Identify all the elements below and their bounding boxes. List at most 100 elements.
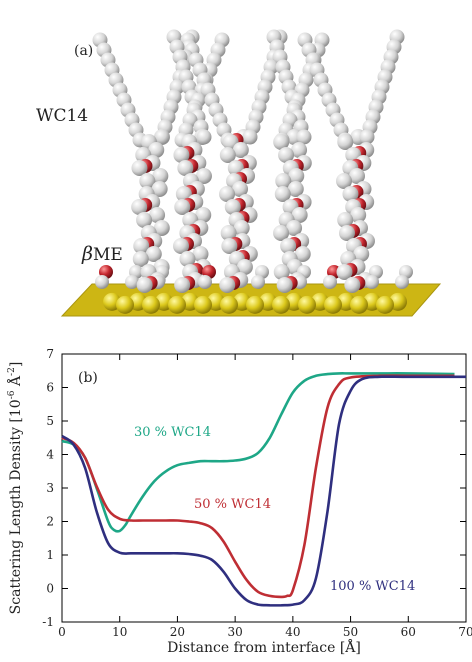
y-tick-label: -1 xyxy=(42,615,54,629)
carbon-atom xyxy=(177,160,194,176)
carbon-atom xyxy=(274,186,291,202)
carbon-atom xyxy=(294,246,311,262)
carbon-atom xyxy=(196,129,212,145)
carbon-atom xyxy=(173,147,190,163)
x-tick-label: 0 xyxy=(58,625,66,639)
y-axis-label-main: Scattering Length Density [10 xyxy=(8,399,24,614)
x-tick-label: 40 xyxy=(285,625,300,639)
carbon-atom xyxy=(219,186,236,202)
carbon-atom xyxy=(175,186,192,202)
carbon-atom xyxy=(149,207,166,223)
y-tick-label: 7 xyxy=(46,347,54,361)
y-axis-label: Scattering Length Density [10-6 Å-2] xyxy=(6,362,24,615)
carbon-atom xyxy=(236,259,253,275)
me-text: ME xyxy=(93,245,123,265)
sulfur-atom xyxy=(376,295,394,314)
beta-symbol: β xyxy=(81,243,93,265)
carbon-atom xyxy=(125,275,139,289)
y-axis-label-close: ] xyxy=(8,362,24,367)
sulfur-atom xyxy=(272,295,290,314)
carbon-atom xyxy=(154,129,170,145)
carbon-atom xyxy=(273,225,290,241)
carbon-atom xyxy=(132,251,149,267)
carbon-atom xyxy=(174,199,191,215)
carbon-atom xyxy=(153,220,170,236)
carbon-atom xyxy=(232,181,249,197)
carbon-atom xyxy=(296,129,312,145)
sulfur-atom xyxy=(324,295,342,314)
carbon-atom xyxy=(291,207,308,223)
y-axis-label-exp: -6 xyxy=(7,390,17,399)
carbon-atom xyxy=(133,238,150,254)
carbon-atom xyxy=(174,277,191,293)
carbon-atom xyxy=(233,220,250,236)
sld-chart-panel: 0 10 20 30 40 50 60 70 -1 0 1 2 3 4 5 6 7 (b) 30 % WC14 … xyxy=(0,330,472,658)
carbon-atom xyxy=(95,275,109,289)
carbon-atom xyxy=(195,168,212,184)
carbon-atom xyxy=(131,160,148,176)
carbon-atom xyxy=(286,220,303,236)
x-axis-label: Distance from interface [Å] xyxy=(167,638,361,656)
carbon-atom xyxy=(145,246,162,262)
y-tick-label: 2 xyxy=(46,515,54,529)
series-label-50: 50 % WC14 xyxy=(194,497,271,512)
carbon-atom xyxy=(148,142,165,158)
panel-a-label: (a) xyxy=(74,43,93,59)
x-tick-label: 30 xyxy=(228,625,243,639)
sulfur-atom xyxy=(194,295,212,314)
x-tick-label: 20 xyxy=(170,625,185,639)
molecular-illustration-panel: (a) WC14 βME xyxy=(0,0,472,330)
carbon-atom xyxy=(359,129,375,145)
panel-b-label: (b) xyxy=(78,370,98,386)
carbon-atom xyxy=(195,207,212,223)
carbon-atom xyxy=(349,168,366,184)
carbon-atom xyxy=(242,129,258,145)
series-label-30: 30 % WC14 xyxy=(134,425,211,440)
carbon-atom xyxy=(136,277,153,293)
carbon-atom xyxy=(395,275,409,289)
y-tick-label: 4 xyxy=(46,448,54,462)
carbon-atom xyxy=(273,264,290,280)
molecular-model-figure: (a) WC14 βME xyxy=(36,29,442,317)
carbon-atom xyxy=(251,275,265,289)
beta-me-label: βME xyxy=(81,243,123,265)
carbon-atom xyxy=(224,199,241,215)
carbon-atom xyxy=(221,238,238,254)
carbon-atom xyxy=(280,238,297,254)
carbon-atom xyxy=(179,251,196,267)
carbon-atom xyxy=(336,264,353,280)
carbon-atom xyxy=(287,181,304,197)
carbon-atom xyxy=(136,212,153,228)
carbon-atom xyxy=(227,160,244,176)
carbon-atom xyxy=(219,147,236,163)
carbon-atom xyxy=(220,225,237,241)
carbon-atom xyxy=(344,277,361,293)
carbon-atom xyxy=(291,142,308,158)
carbon-atom xyxy=(278,147,295,163)
sulfur-atom xyxy=(168,295,186,314)
y-tick-label: 6 xyxy=(46,381,54,395)
sulfur-atom xyxy=(220,295,238,314)
y-tick-label: 1 xyxy=(46,548,54,562)
x-tick-label: 70 xyxy=(458,625,472,639)
series-label-100: 100 % WC14 xyxy=(330,579,415,594)
sulfur-atom xyxy=(116,295,134,314)
y-tick-label: 5 xyxy=(46,414,54,428)
y-tick-label: 0 xyxy=(46,582,54,596)
x-tick-label: 10 xyxy=(112,625,127,639)
carbon-atom xyxy=(198,275,212,289)
carbon-atom xyxy=(337,212,354,228)
sulfur-atom xyxy=(298,295,316,314)
carbon-atom xyxy=(276,277,293,293)
sulfur-atom xyxy=(246,295,264,314)
sulfur-atom xyxy=(350,295,368,314)
carbon-atom xyxy=(192,246,209,262)
carbon-atom xyxy=(151,181,168,197)
carbon-atom xyxy=(288,168,305,184)
carbon-atom xyxy=(323,275,337,289)
carbon-atom xyxy=(350,207,367,223)
series-line-0 xyxy=(61,372,455,533)
carbon-atom xyxy=(139,173,156,189)
carbon-atom xyxy=(275,173,292,189)
